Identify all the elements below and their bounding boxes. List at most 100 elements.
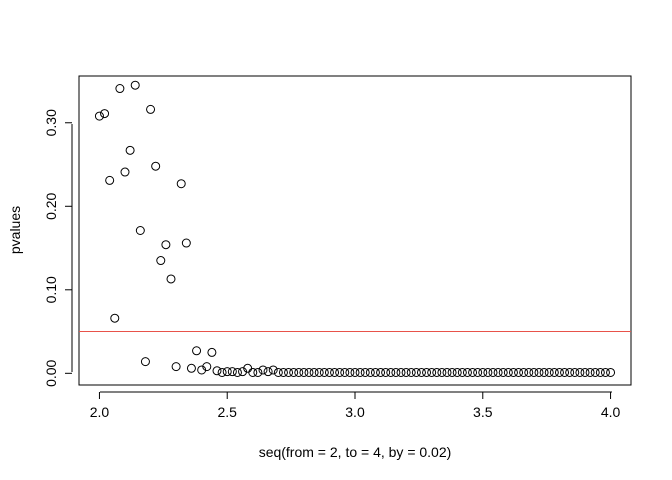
data-point	[370, 367, 380, 377]
data-point	[534, 367, 544, 377]
data-point	[232, 367, 242, 377]
data-point	[161, 240, 171, 250]
data-point	[560, 367, 570, 377]
data-point	[488, 367, 498, 377]
data-point	[468, 367, 478, 377]
data-point	[381, 367, 391, 377]
data-point	[416, 367, 426, 377]
data-point	[391, 367, 401, 377]
plot-frame	[78, 75, 632, 386]
data-point	[171, 362, 181, 372]
data-point	[442, 367, 452, 377]
data-point	[437, 367, 447, 377]
data-point	[176, 179, 186, 189]
data-point	[452, 367, 462, 377]
data-point	[278, 367, 288, 377]
data-point	[258, 365, 268, 375]
data-point	[120, 167, 130, 177]
data-point	[606, 367, 616, 377]
data-point	[186, 363, 196, 373]
data-point	[462, 367, 472, 377]
x-ticks: 2.0 2.5 3.0 3.5 4.0	[90, 392, 621, 420]
data-point	[365, 367, 375, 377]
data-point	[115, 84, 125, 94]
data-point	[299, 367, 309, 377]
y-ticks: 0.00 0.10 0.20 0.30	[43, 109, 72, 387]
data-point	[514, 367, 524, 377]
data-point	[181, 238, 191, 248]
data-point	[376, 367, 386, 377]
data-point	[202, 362, 212, 372]
data-point	[580, 367, 590, 377]
data-point	[151, 161, 161, 171]
data-point	[217, 367, 227, 377]
data-point	[401, 367, 411, 377]
data-point	[447, 367, 457, 377]
data-point	[263, 367, 273, 377]
data-point	[483, 367, 493, 377]
data-point	[222, 367, 232, 377]
x-tick-label: 2.5	[217, 404, 237, 420]
data-point	[595, 367, 605, 377]
data-point	[432, 367, 442, 377]
data-point	[544, 367, 554, 377]
x-tick-label: 4.0	[601, 404, 621, 420]
data-point	[166, 274, 176, 284]
data-point	[227, 367, 237, 377]
data-point	[575, 367, 585, 377]
data-point	[600, 367, 610, 377]
data-point	[284, 367, 294, 377]
data-points	[94, 80, 616, 377]
data-point	[554, 367, 564, 377]
data-point	[238, 367, 248, 377]
data-point	[340, 367, 350, 377]
data-point	[105, 175, 115, 185]
data-point	[524, 367, 534, 377]
data-point	[140, 357, 150, 367]
data-point	[319, 367, 329, 377]
data-point	[309, 367, 319, 377]
data-point	[457, 367, 467, 377]
data-point	[212, 366, 222, 376]
data-point	[156, 256, 166, 266]
data-point	[268, 365, 278, 375]
data-point	[335, 367, 345, 377]
data-point	[493, 367, 503, 377]
data-point	[549, 367, 559, 377]
data-point	[585, 367, 595, 377]
data-point	[427, 367, 437, 377]
data-point	[508, 367, 518, 377]
x-tick-label: 3.0	[345, 404, 365, 420]
data-point	[146, 104, 156, 114]
data-point	[565, 367, 575, 377]
data-point	[330, 367, 340, 377]
data-point	[422, 367, 432, 377]
y-tick-label: 0.20	[43, 192, 59, 219]
data-point	[350, 367, 360, 377]
data-point	[355, 367, 365, 377]
data-point	[294, 367, 304, 377]
y-tick-label: 0.10	[43, 276, 59, 303]
data-point	[110, 313, 120, 323]
data-point	[498, 367, 508, 377]
data-point	[125, 145, 135, 155]
y-axis-label: pvalues	[7, 206, 23, 254]
data-point	[94, 111, 104, 121]
data-point	[192, 346, 202, 356]
data-point	[304, 367, 314, 377]
data-point	[314, 367, 324, 377]
data-point	[135, 226, 145, 235]
data-point	[406, 367, 416, 377]
data-point	[273, 367, 283, 377]
data-point	[503, 367, 513, 377]
data-point	[539, 367, 549, 377]
data-point	[324, 367, 334, 377]
data-point	[248, 367, 258, 377]
data-point	[411, 367, 421, 377]
y-tick-label: 0.00	[43, 359, 59, 386]
data-point	[473, 367, 483, 377]
data-point	[478, 367, 488, 377]
data-point	[197, 365, 207, 375]
x-tick-label: 3.5	[473, 404, 493, 420]
